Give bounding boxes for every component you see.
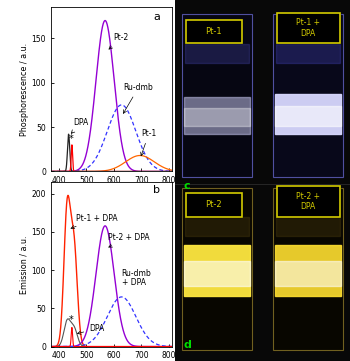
Y-axis label: Phosphorescence / a.u.: Phosphorescence / a.u. xyxy=(20,43,29,136)
Bar xyxy=(275,106,341,126)
Bar xyxy=(184,261,250,286)
Bar xyxy=(276,44,340,63)
Bar xyxy=(182,14,252,177)
Text: Pt-2 +
DPA: Pt-2 + DPA xyxy=(296,192,320,211)
Text: Pt-1 + DPA: Pt-1 + DPA xyxy=(71,213,118,229)
Bar xyxy=(276,186,340,217)
Bar xyxy=(185,217,249,236)
Text: b: b xyxy=(153,185,160,195)
Text: *: * xyxy=(69,134,74,144)
Y-axis label: Emission / a.u.: Emission / a.u. xyxy=(20,235,29,294)
Bar xyxy=(184,97,250,134)
Bar xyxy=(275,245,341,296)
Bar xyxy=(186,20,241,43)
Bar xyxy=(182,188,252,350)
Bar xyxy=(275,261,341,286)
Text: Ru-dmb: Ru-dmb xyxy=(121,269,151,278)
Text: a: a xyxy=(153,12,160,22)
Text: *: * xyxy=(69,315,74,325)
Text: Pt-1: Pt-1 xyxy=(205,27,222,36)
Text: Pt-2: Pt-2 xyxy=(205,200,222,209)
Bar xyxy=(186,193,241,217)
Bar xyxy=(273,14,343,177)
Bar xyxy=(184,245,250,296)
Text: DPA: DPA xyxy=(78,324,104,334)
Bar xyxy=(182,188,252,350)
Text: Pt-1: Pt-1 xyxy=(141,129,156,156)
Text: + DPA: + DPA xyxy=(121,278,146,287)
Bar xyxy=(185,44,249,63)
Bar xyxy=(273,188,343,350)
Text: Ru-dmb: Ru-dmb xyxy=(123,83,154,113)
Text: d: d xyxy=(184,340,192,350)
Text: Pt-2: Pt-2 xyxy=(109,33,128,49)
Bar xyxy=(273,14,343,177)
Bar xyxy=(273,188,343,350)
Text: c: c xyxy=(184,181,190,191)
X-axis label: Wavelength / nm: Wavelength / nm xyxy=(77,187,145,196)
Bar xyxy=(184,108,250,126)
Bar xyxy=(275,94,341,134)
Bar xyxy=(276,13,340,43)
Bar xyxy=(186,20,241,43)
Bar xyxy=(182,14,252,177)
Text: Pt-2 + DPA: Pt-2 + DPA xyxy=(107,232,149,247)
Bar xyxy=(276,13,340,43)
Text: Pt-1 +
DPA: Pt-1 + DPA xyxy=(296,18,320,38)
Bar xyxy=(186,193,241,217)
Bar xyxy=(276,217,340,236)
Bar xyxy=(276,186,340,217)
Text: DPA: DPA xyxy=(71,118,89,133)
